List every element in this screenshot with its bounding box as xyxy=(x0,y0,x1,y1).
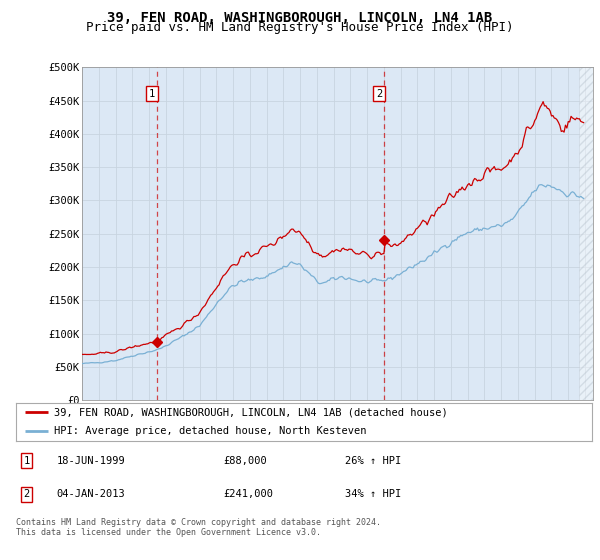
Text: 2: 2 xyxy=(376,89,382,99)
Bar xyxy=(580,67,593,400)
Text: £241,000: £241,000 xyxy=(224,489,274,500)
Text: 04-JAN-2013: 04-JAN-2013 xyxy=(56,489,125,500)
Text: 18-JUN-1999: 18-JUN-1999 xyxy=(56,456,125,466)
Text: 34% ↑ HPI: 34% ↑ HPI xyxy=(344,489,401,500)
Text: 26% ↑ HPI: 26% ↑ HPI xyxy=(344,456,401,466)
Text: 2: 2 xyxy=(23,489,29,500)
Text: 1: 1 xyxy=(149,89,155,99)
Text: 39, FEN ROAD, WASHINGBOROUGH, LINCOLN, LN4 1AB: 39, FEN ROAD, WASHINGBOROUGH, LINCOLN, L… xyxy=(107,11,493,25)
Text: Contains HM Land Registry data © Crown copyright and database right 2024.
This d: Contains HM Land Registry data © Crown c… xyxy=(16,518,381,538)
Text: 39, FEN ROAD, WASHINGBOROUGH, LINCOLN, LN4 1AB (detached house): 39, FEN ROAD, WASHINGBOROUGH, LINCOLN, L… xyxy=(53,407,448,417)
Text: Price paid vs. HM Land Registry's House Price Index (HPI): Price paid vs. HM Land Registry's House … xyxy=(86,21,514,34)
Text: 1: 1 xyxy=(23,456,29,466)
Text: HPI: Average price, detached house, North Kesteven: HPI: Average price, detached house, Nort… xyxy=(53,426,366,436)
Text: £88,000: £88,000 xyxy=(224,456,268,466)
